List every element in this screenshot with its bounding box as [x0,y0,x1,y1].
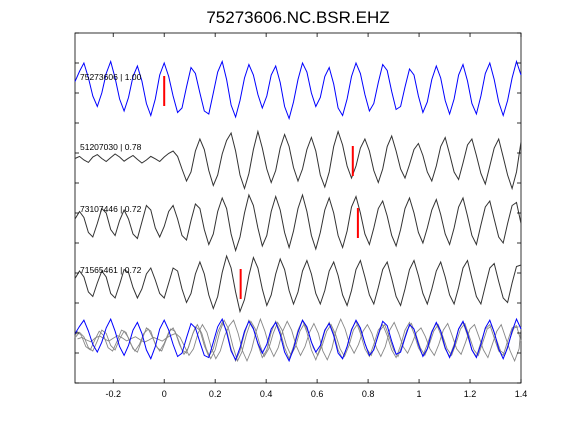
x-tick-label: 1 [417,389,422,399]
x-tick-label: 1.2 [464,389,477,399]
trace-label: 75273606 | 1.00 [80,72,142,82]
x-tick-label: 0.8 [362,389,375,399]
x-tick-label: -0.2 [105,389,121,399]
trace-label: 73107446 | 0.72 [80,204,142,214]
trace-line [74,59,522,121]
chart-title: 75273606.NC.BSR.EHZ [206,8,389,27]
x-tick-label: 1.4 [515,389,528,399]
x-tick-label: 0.2 [209,389,222,399]
stack-trace [74,319,519,363]
trace-label: 71565461 | 0.72 [80,265,142,275]
x-tick-label: 0.6 [311,389,324,399]
trace-line [74,193,522,253]
stack-reference-trace [74,317,522,363]
trace-line [74,254,522,314]
x-tick-label: 0 [162,389,167,399]
stack-trace [77,317,522,363]
x-tick-label: 0.4 [260,389,273,399]
trace-label: 51207030 | 0.78 [80,142,142,152]
trace-line [74,129,522,191]
traces-group: 75273606 | 1.00 51207030 | 0.78 73107446 |… [74,59,522,363]
x-axis: -0.2 0 0.2 0.4 0.6 0.8 1 1.2 1.4 [75,32,528,399]
